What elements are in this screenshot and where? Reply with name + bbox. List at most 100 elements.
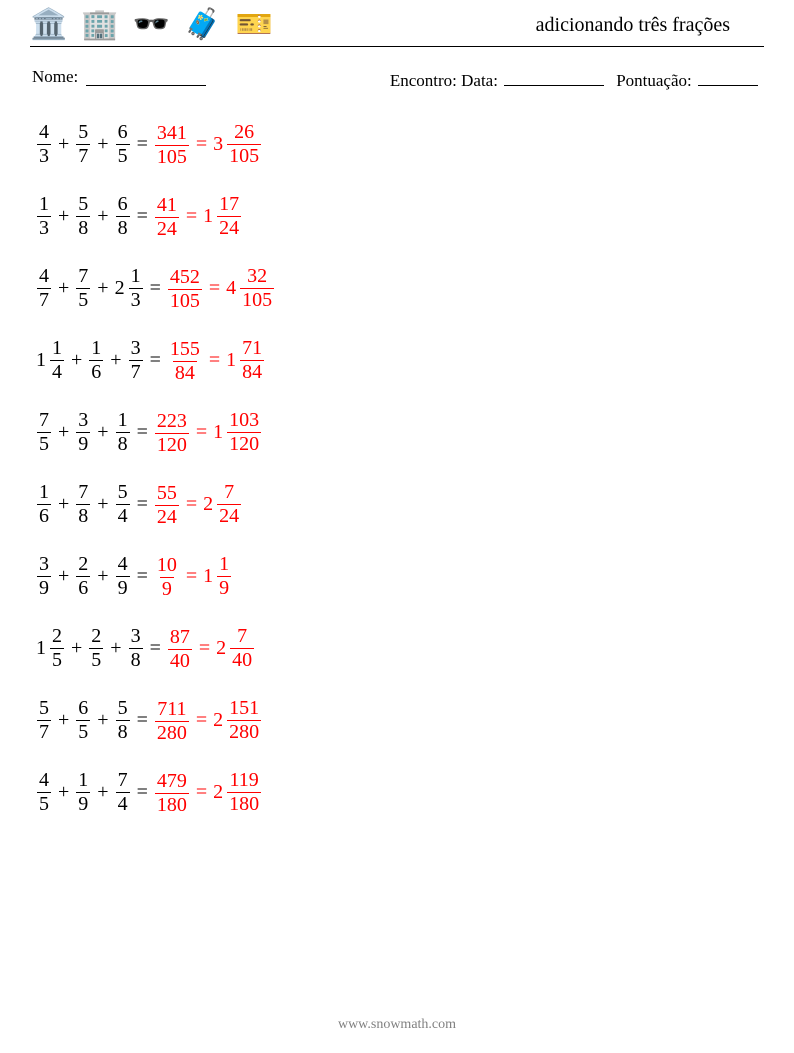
numerator: 479 [155,771,189,793]
fraction: 18 [116,410,130,455]
denominator: 40 [230,648,254,671]
denominator: 9 [160,577,174,600]
denominator: 40 [168,649,192,672]
denominator: 8 [76,504,90,527]
equation-line: 114+16+37=15584=17184 [36,325,764,397]
problems-list: 43+57+65=341105=32610513+58+68=4124=1172… [36,109,764,829]
fraction: 8740 [168,627,192,672]
fraction: 43 [37,122,51,167]
equals-sign: = [209,277,220,299]
equals-sign: = [196,133,207,155]
encontro-label: Encontro: Data: [390,71,498,90]
answer: 5524=2724 [154,482,242,528]
denominator: 24 [155,217,179,240]
denominator: 84 [173,361,197,384]
footer: www.snowmath.com [0,1017,794,1033]
numerator: 1 [89,338,103,360]
plus-sign: + [97,709,108,732]
denominator: 105 [168,289,202,312]
equals-sign: = [137,493,148,516]
mixed-fraction: 2724 [203,482,242,527]
numerator: 7 [235,626,249,648]
fraction: 75 [37,410,51,455]
denominator: 105 [227,144,261,167]
numerator: 711 [155,699,188,721]
numerator: 155 [168,339,202,361]
denominator: 120 [155,433,189,456]
denominator: 24 [155,505,179,528]
icons-row: 🏛️ 🏢 🕶️ 🧳 🎫 [30,10,273,40]
plus-sign: + [97,781,108,804]
fraction: 74 [116,770,130,815]
denominator: 8 [76,216,90,239]
equals-sign: = [137,709,148,732]
name-blank[interactable] [86,67,206,86]
fraction: 38 [129,626,143,671]
fraction: 47 [37,266,51,311]
whole-part: 2 [203,493,213,516]
numerator: 10 [155,555,179,577]
fraction: 7184 [240,338,264,383]
equation-line: 43+57+65=341105=326105 [36,109,764,181]
equals-sign: = [150,349,161,372]
numerator: 5 [116,698,130,720]
fraction: 58 [116,698,130,743]
fraction: 57 [37,698,51,743]
numerator: 32 [245,266,269,288]
plus-sign: + [58,277,69,300]
numerator: 3 [129,338,143,360]
fraction: 1724 [217,194,241,239]
denominator: 6 [76,576,90,599]
score-blank[interactable] [698,67,758,86]
numerator: 7 [76,482,90,504]
equals-sign: = [196,421,207,443]
equals-sign: = [186,493,197,515]
fraction: 54 [116,482,130,527]
answer: 341105=326105 [154,122,262,168]
fraction: 711280 [155,699,189,744]
equals-sign: = [186,565,197,587]
numerator: 119 [227,770,260,792]
numerator: 5 [116,482,130,504]
fraction: 151280 [227,698,261,743]
numerator: 3 [129,626,143,648]
fraction: 4124 [155,195,179,240]
fraction: 37 [129,338,143,383]
numerator: 1 [116,410,130,432]
plus-sign: + [97,493,108,516]
denominator: 3 [37,216,51,239]
denominator: 8 [116,216,130,239]
fraction: 479180 [155,771,189,816]
whole-part: 1 [203,205,213,228]
numerator: 223 [155,411,189,433]
equals-sign: = [137,133,148,156]
whole-part: 1 [226,349,236,372]
mixed-fraction: 114 [36,338,65,383]
numerator: 6 [76,698,90,720]
plus-sign: + [97,565,108,588]
equation-line: 125+25+38=8740=2740 [36,613,764,685]
fraction: 109 [155,555,179,600]
fraction: 13 [37,194,51,239]
equals-sign: = [196,781,207,803]
numerator: 5 [76,194,90,216]
plus-sign: + [71,637,82,660]
plus-sign: + [110,349,121,372]
fraction: 103120 [227,410,261,455]
denominator: 9 [76,792,90,815]
whole-part: 1 [203,565,213,588]
date-blank[interactable] [504,67,604,86]
mixed-fraction: 2119180 [213,770,262,815]
whole-part: 2 [115,277,125,300]
numerator: 4 [37,122,51,144]
denominator: 280 [155,721,189,744]
plus-sign: + [71,349,82,372]
answer: 15584=17184 [167,338,265,384]
numerator: 7 [116,770,130,792]
numerator: 452 [168,267,202,289]
numerator: 1 [50,338,64,360]
mixed-fraction: 2151280 [213,698,262,743]
whole-part: 1 [36,637,46,660]
whole-part: 2 [216,637,226,660]
denominator: 4 [116,504,130,527]
